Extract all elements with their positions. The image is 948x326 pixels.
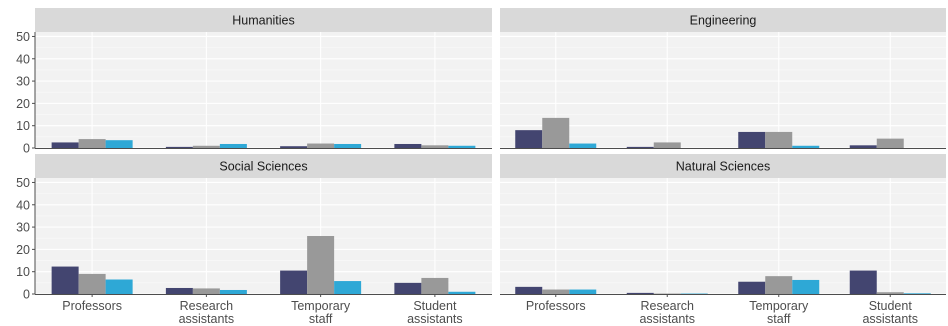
panel-engineering: Engineering	[500, 8, 946, 150]
bar-natural-sciences-temporary-staff-series3	[792, 279, 820, 294]
panel-social-sciences: Social Sciences 0 10 20 30 40 50 Professors Rese…	[16, 154, 492, 326]
y-tick-label: 30	[16, 75, 30, 89]
bar-humanities-research-assistants-series3	[219, 143, 247, 148]
bar-natural-sciences-student-assistants-series1	[849, 270, 877, 294]
strip-humanities	[35, 8, 492, 32]
panel-humanities: Humanities 0 10 20 30 40 50	[16, 8, 492, 156]
y-tick-label: 40	[16, 52, 30, 66]
strip-natural-sciences	[500, 154, 946, 178]
bar-natural-sciences-research-assistants-series1	[626, 292, 654, 294]
strip-engineering	[500, 8, 946, 32]
x-tick-label-student-assistants: Student assistants	[862, 299, 918, 326]
bar-social-sciences-research-assistants-series3	[219, 289, 247, 294]
y-tick-label: 20	[16, 97, 30, 111]
plot-background	[35, 32, 492, 148]
bar-engineering-research-assistants-series2	[653, 142, 681, 148]
bar-social-sciences-professors-series2	[78, 273, 106, 294]
panel-title: Engineering	[690, 14, 757, 28]
bar-natural-sciences-professors-series2	[542, 289, 570, 294]
bar-engineering-temporary-staff-series1	[738, 131, 766, 148]
bar-humanities-research-assistants-series2	[192, 145, 220, 148]
bar-engineering-professors-series3	[569, 143, 597, 148]
bar-social-sciences-temporary-staff-series3	[334, 281, 362, 294]
y-tick-label: 10	[16, 119, 30, 133]
panel-title: Humanities	[232, 14, 295, 28]
bar-social-sciences-student-assistants-series3	[448, 291, 476, 294]
x-tick-label-student-assistants: Student assistants	[407, 299, 463, 326]
y-tick-label: 50	[16, 176, 30, 190]
bar-engineering-student-assistants-series1	[849, 145, 877, 148]
bar-natural-sciences-professors-series1	[515, 286, 543, 294]
bar-natural-sciences-temporary-staff-series1	[738, 281, 766, 294]
bar-social-sciences-temporary-staff-series2	[307, 236, 335, 294]
bar-humanities-student-assistants-series2	[421, 145, 449, 148]
y-tick-label: 20	[16, 243, 30, 257]
bar-natural-sciences-professors-series3	[569, 289, 597, 294]
x-tick-label-professors: Professors	[526, 299, 586, 313]
x-tick-label-professors: Professors	[62, 299, 122, 313]
bar-humanities-professors-series1	[51, 142, 79, 148]
strip-social-sciences	[35, 154, 492, 178]
plot-background	[500, 178, 946, 294]
y-tick-label: 40	[16, 198, 30, 212]
bar-social-sciences-professors-series3	[105, 279, 133, 294]
bar-humanities-research-assistants-series1	[165, 146, 193, 148]
bar-humanities-temporary-staff-series2	[307, 143, 335, 148]
panel-natural-sciences: Natural Sciences Professors Research assist…	[500, 154, 946, 326]
y-tick-label: 10	[16, 265, 30, 279]
bar-engineering-student-assistants-series2	[876, 138, 904, 148]
bar-natural-sciences-temporary-staff-series2	[765, 276, 793, 294]
bar-humanities-temporary-staff-series1	[280, 146, 308, 148]
bar-engineering-professors-series1	[515, 130, 543, 148]
bar-humanities-temporary-staff-series3	[334, 143, 362, 148]
bar-humanities-professors-series2	[78, 139, 106, 148]
y-tick-label: 0	[23, 288, 30, 302]
plot-background	[500, 32, 946, 148]
bar-humanities-student-assistants-series1	[394, 143, 422, 148]
bar-social-sciences-student-assistants-series1	[394, 282, 422, 294]
bar-engineering-professors-series2	[542, 117, 570, 148]
bar-social-sciences-research-assistants-series2	[192, 288, 220, 294]
x-tick-label-temporary-staff: Temporary staff	[749, 299, 809, 326]
y-tick-label: 50	[16, 30, 30, 44]
x-tick-label-temporary-staff: Temporary staff	[291, 299, 351, 326]
bar-social-sciences-professors-series1	[51, 266, 79, 294]
bar-social-sciences-student-assistants-series2	[421, 277, 449, 294]
panel-title: Social Sciences	[219, 160, 307, 174]
panel-title: Natural Sciences	[676, 160, 771, 174]
bar-engineering-temporary-staff-series2	[765, 131, 793, 148]
bar-engineering-temporary-staff-series3	[792, 145, 820, 148]
bar-social-sciences-research-assistants-series1	[165, 287, 193, 294]
y-tick-label: 30	[16, 221, 30, 235]
x-tick-label-research-assistants: Research assistants	[639, 299, 695, 326]
plot-background	[35, 178, 492, 294]
bar-humanities-student-assistants-series3	[448, 145, 476, 148]
bar-natural-sciences-student-assistants-series3	[903, 293, 931, 294]
y-tick-label: 0	[23, 142, 30, 156]
bar-social-sciences-temporary-staff-series1	[280, 270, 308, 294]
bar-humanities-professors-series3	[105, 140, 133, 148]
bar-engineering-research-assistants-series1	[626, 146, 654, 148]
bar-natural-sciences-student-assistants-series2	[876, 292, 904, 294]
x-tick-label-research-assistants: Research assistants	[179, 299, 235, 326]
